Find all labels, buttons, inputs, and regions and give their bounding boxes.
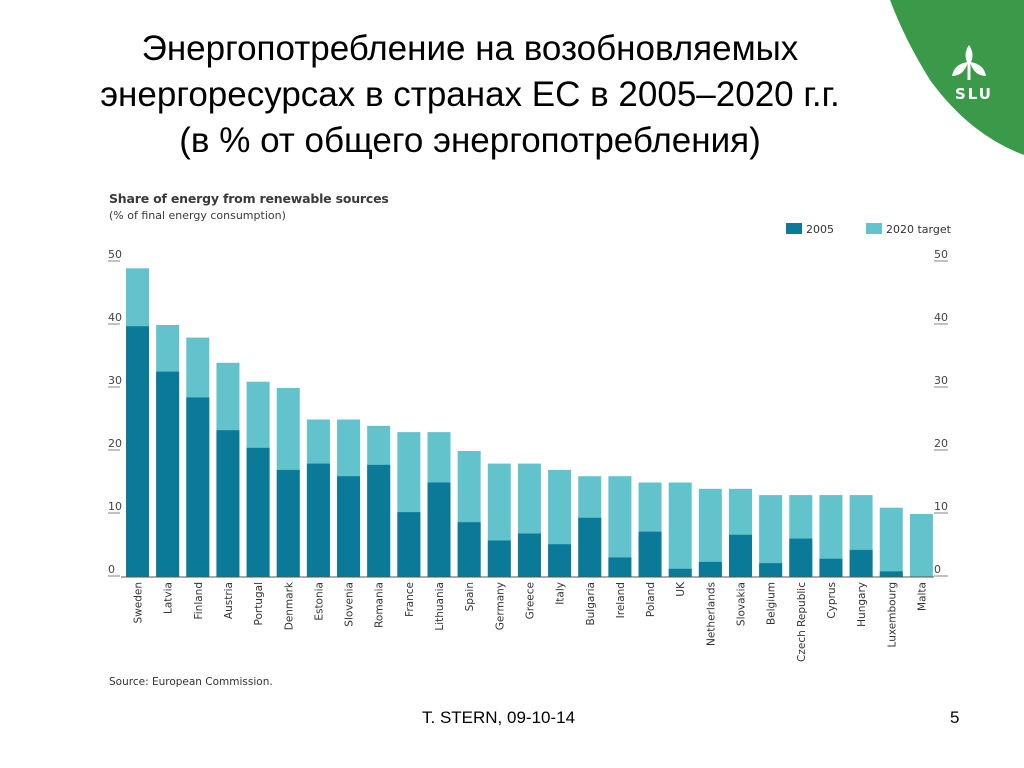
x-tick-label-germany: Germany [494, 582, 506, 630]
y-tick-right-40: 40 [934, 311, 948, 324]
x-tick-label-malta: Malta [916, 582, 928, 611]
bar-2005-germany [487, 540, 511, 577]
x-tick-label-italy: Italy [555, 582, 567, 605]
x-tick-label-romania: Romania [374, 582, 386, 628]
x-tick-label-portugal: Portugal [253, 582, 265, 626]
bar-2005-ireland [608, 557, 632, 577]
bar-2005-spain [457, 522, 481, 577]
bar-2020-target-belgium [759, 495, 783, 577]
slu-logo: SLU [890, 0, 1024, 155]
x-tick-label-luxembourg: Luxembourg [886, 582, 898, 647]
bar-2005-slovakia [729, 534, 752, 577]
slide-title-line-3: (в % от общего энергопотребления) [179, 121, 761, 160]
bar-2005-latvia [156, 371, 180, 577]
bar-2005-romania [367, 464, 391, 577]
bar-2005-lithuania [427, 482, 451, 577]
y-tick-right-30: 30 [934, 374, 948, 387]
legend-swatch-2005 [786, 223, 802, 234]
x-tick-label-finland: Finland [193, 582, 205, 620]
bar-2005-austria [216, 430, 240, 577]
slu-logo-background [890, 0, 1024, 155]
bar-2020-target-malta [909, 514, 933, 577]
x-tick-label-netherlands: Netherlands [705, 582, 717, 646]
x-tick-label-sweden: Sweden [133, 582, 145, 624]
bar-2005-estonia [306, 463, 330, 577]
slide-title: Энергопотребление на возобновляемых энер… [40, 26, 900, 164]
chart-title: Share of energy from renewable sources [109, 191, 389, 206]
y-tick-left-0: 0 [108, 563, 115, 576]
bar-2005-slovenia [337, 476, 361, 577]
bar-2020-target-luxembourg [879, 507, 903, 577]
bar-2005-poland [638, 531, 662, 577]
x-tick-label-hungary: Hungary [856, 582, 868, 627]
bar-2005-finland [186, 397, 210, 577]
footer-author: T. STERN, 09-10-14 [422, 708, 576, 727]
chart-subtitle: (% of final energy consumption) [109, 209, 286, 222]
y-tick-right-20: 20 [934, 437, 948, 450]
bar-2005-netherlands [698, 561, 722, 577]
x-tick-label-lithuania: Lithuania [434, 582, 446, 631]
legend-swatch-2020-target [866, 223, 882, 234]
x-tick-label-czech-republic: Czech Republic [796, 582, 808, 662]
legend-item-2005: 2005 [786, 223, 834, 236]
leaf-icon [952, 45, 986, 80]
chart-source: Source: European Commission. [109, 676, 273, 688]
slu-logo-text: SLU [955, 85, 993, 103]
y-tick-left-30: 30 [108, 374, 122, 387]
legend-item-2020-target: 2020 target [866, 223, 951, 236]
bar-2005-portugal [246, 447, 270, 577]
bar-2005-uk [668, 568, 692, 577]
bar-2005-denmark [276, 469, 300, 577]
x-tick-label-france: France [404, 582, 416, 617]
y-tick-right-0: 0 [934, 563, 941, 576]
bar-2005-luxembourg [879, 571, 903, 577]
x-tick-label-cyprus: Cyprus [826, 582, 838, 619]
x-tick-label-greece: Greece [524, 582, 536, 619]
x-tick-label-uk: UK [675, 581, 687, 597]
x-tick-label-latvia: Latvia [163, 582, 175, 614]
y-tick-right-50: 50 [934, 248, 948, 261]
x-tick-label-bulgaria: Bulgaria [585, 582, 597, 626]
x-tick-label-austria: Austria [223, 582, 235, 619]
bar-2005-cyprus [819, 558, 843, 577]
bar-2005-bulgaria [578, 517, 602, 577]
x-tick-label-poland: Poland [645, 582, 657, 617]
y-tick-left-10: 10 [108, 500, 122, 513]
x-tick-label-spain: Spain [464, 582, 476, 611]
bar-2005-belgium [759, 563, 783, 577]
slide-title-line-2: энергоресурсах в странах ЕС в 2005–2020 … [100, 75, 840, 114]
bar-2020-target-netherlands [698, 488, 722, 577]
x-tick-label-ireland: Ireland [615, 582, 627, 618]
legend-label-2005: 2005 [806, 223, 834, 236]
page-number: 5 [950, 708, 960, 727]
bar-2005-greece [517, 533, 541, 577]
bar-2005-italy [548, 544, 572, 577]
legend-label-2020-target: 2020 target [886, 223, 951, 236]
bar-2005-czech-republic [789, 538, 813, 577]
bar-2020-target-cyprus [819, 495, 843, 577]
bar-2020-target-ireland [608, 476, 632, 577]
bar-2005-sweden [126, 326, 149, 577]
bar-2020-target-uk [668, 482, 692, 577]
x-tick-label-slovenia: Slovenia [344, 582, 356, 627]
y-tick-left-20: 20 [108, 437, 122, 450]
x-tick-label-denmark: Denmark [283, 581, 295, 630]
x-tick-label-slovakia: Slovakia [736, 582, 748, 626]
y-tick-left-50: 50 [108, 248, 122, 261]
bar-2005-hungary [849, 549, 873, 577]
bar-2005-france [397, 512, 421, 577]
x-tick-label-belgium: Belgium [766, 582, 778, 625]
y-tick-left-40: 40 [108, 311, 122, 324]
x-tick-label-estonia: Estonia [313, 582, 325, 621]
y-tick-right-10: 10 [934, 500, 948, 513]
slide-title-line-1: Энергопотребление на возобновляемых [141, 29, 799, 68]
